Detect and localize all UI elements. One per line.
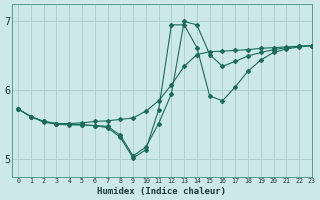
X-axis label: Humidex (Indice chaleur): Humidex (Indice chaleur) xyxy=(97,187,226,196)
